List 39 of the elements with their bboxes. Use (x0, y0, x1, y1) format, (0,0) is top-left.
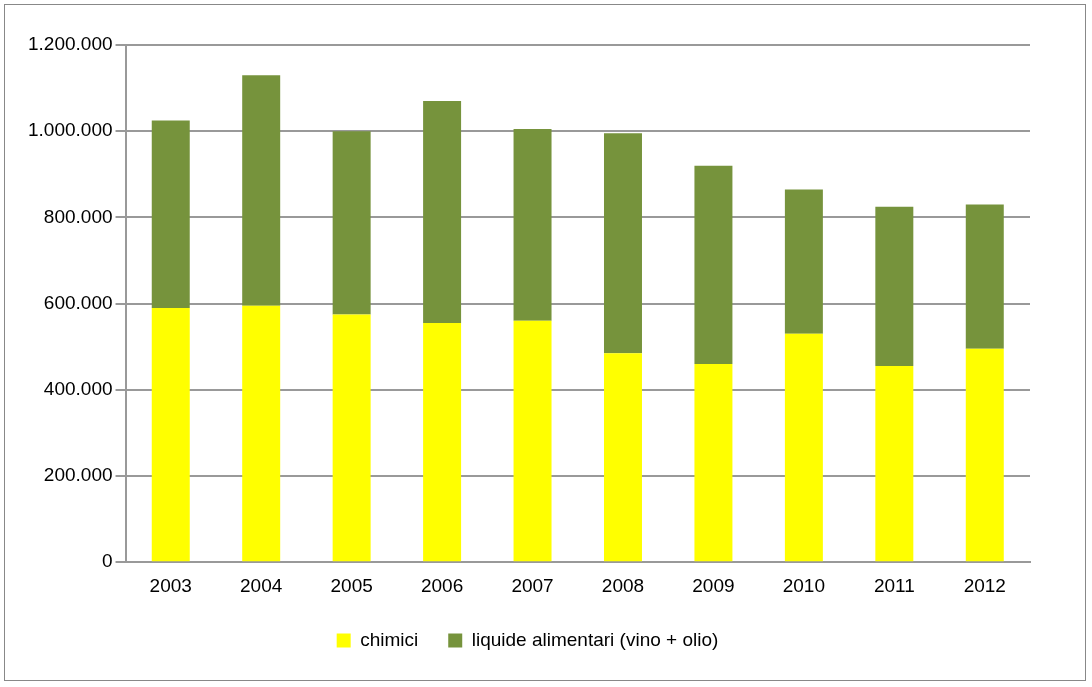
x-tick-label: 2004 (240, 574, 283, 596)
bar (875, 366, 914, 562)
bar (875, 206, 914, 367)
bar (694, 165, 733, 364)
legend-label: chimici (360, 628, 419, 650)
bar (784, 189, 823, 334)
bar (332, 314, 371, 562)
x-tick-label: 2008 (601, 574, 645, 596)
x-tick-label: 2005 (330, 574, 373, 596)
bar (151, 307, 190, 562)
bar (603, 133, 642, 354)
bar (694, 363, 733, 562)
x-tick-label: 2011 (873, 574, 915, 596)
bar (151, 120, 190, 308)
bar (603, 353, 642, 562)
y-tick-label: 0 (101, 550, 113, 572)
legend-label: liquide alimentari (vino + olio) (471, 628, 719, 650)
x-tick-label: 2003 (149, 574, 192, 596)
bar (242, 305, 281, 562)
bar (513, 129, 552, 321)
y-tick-label: 200.000 (43, 464, 113, 486)
y-tick-label: 800.000 (43, 205, 113, 227)
bar (423, 323, 462, 562)
y-tick-label: 1.200.000 (27, 33, 113, 55)
bar (784, 333, 823, 562)
x-tick-label: 2010 (782, 574, 826, 596)
x-tick-label: 2006 (420, 574, 464, 596)
bar (423, 101, 462, 323)
y-tick-label: 400.000 (43, 378, 113, 400)
x-tick-label: 2007 (511, 574, 554, 596)
bar (332, 131, 371, 315)
bar (242, 75, 281, 306)
y-tick-label: 1.000.000 (27, 119, 113, 141)
y-tick-label: 600.000 (43, 291, 113, 313)
x-tick-label: 2012 (963, 574, 1006, 596)
x-tick-label: 2009 (692, 574, 735, 596)
bar (513, 320, 552, 562)
bar (965, 204, 1004, 349)
bar (965, 348, 1004, 562)
